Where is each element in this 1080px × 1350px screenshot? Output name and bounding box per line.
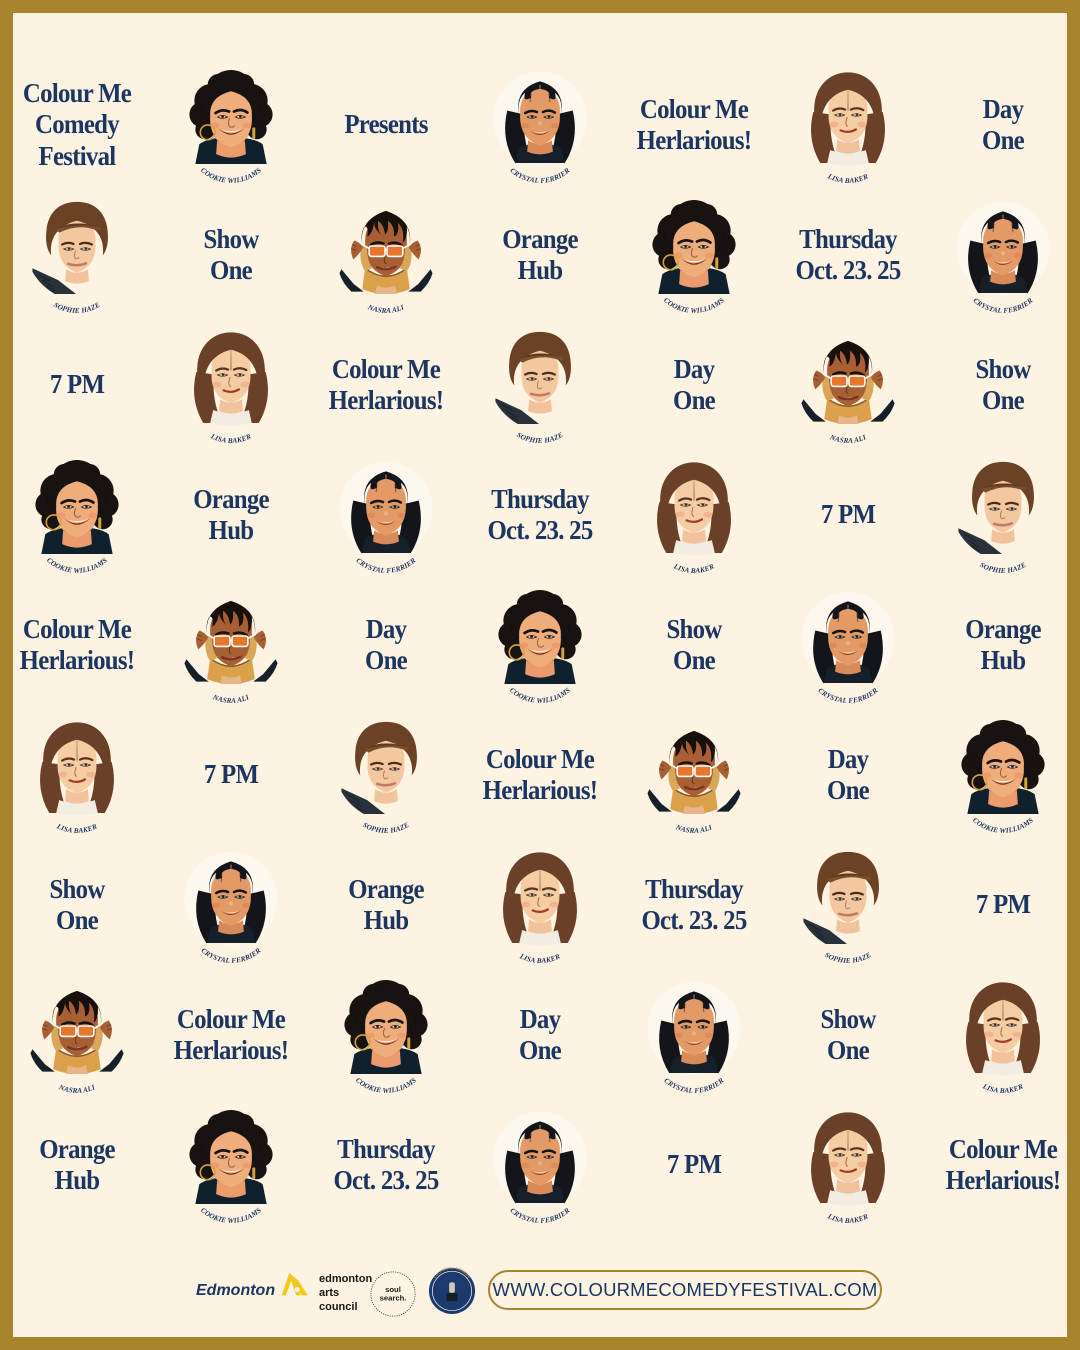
svg-text:Edmonton: Edmonton	[196, 1282, 275, 1299]
svg-text:search.: search.	[380, 1294, 407, 1303]
svg-text:soul: soul	[385, 1285, 401, 1294]
